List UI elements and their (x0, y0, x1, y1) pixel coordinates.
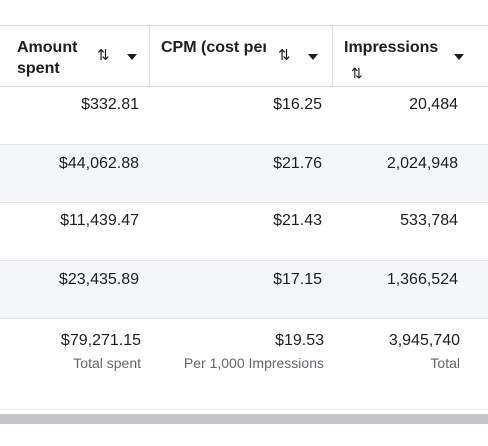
sort-arrows-icon[interactable]: ⇅ (278, 48, 291, 63)
total-amount-spent-label: Total spent (73, 355, 141, 372)
cpm-cell: $21.43 (273, 211, 322, 231)
table-bottom-divider (0, 409, 488, 410)
amount-spent-cell: $44,062.88 (59, 154, 139, 174)
table-row: $332.81 $16.25 20,484 (0, 87, 488, 145)
column-header-label: Amount spent (17, 37, 92, 79)
impressions-cell: 533,784 (400, 211, 458, 231)
total-impressions-label: Total (430, 355, 460, 372)
sort-arrows-icon[interactable]: ⇅ (351, 66, 363, 81)
total-cpm-label: Per 1,000 Impressions (184, 355, 324, 372)
amount-spent-cell: $23,435.89 (59, 270, 139, 290)
amount-spent-cell: $332.81 (81, 95, 139, 115)
table-header: Amount spent ⇅ CPM (cost per 1,000... ⇅ … (0, 25, 488, 87)
impressions-cell: 2,024,948 (387, 154, 458, 174)
table-row: $11,439.47 $21.43 533,784 (0, 203, 488, 261)
table-row: $23,435.89 $17.15 1,366,524 (0, 261, 488, 319)
table-row: $44,062.88 $21.76 2,024,948 (0, 145, 488, 203)
total-impressions: 3,945,740 (389, 331, 460, 351)
sort-arrows-icon[interactable]: ⇅ (97, 48, 110, 63)
totals-row: $79,271.15 Total spent $19.53 Per 1,000 … (0, 319, 488, 379)
column-header-label: Impressions (344, 37, 459, 58)
ads-metrics-table: Amount spent ⇅ CPM (cost per 1,000... ⇅ … (0, 25, 488, 379)
caret-down-icon[interactable] (127, 54, 137, 60)
horizontal-scrollbar[interactable] (0, 414, 488, 424)
total-cpm: $19.53 (275, 331, 324, 351)
amount-spent-cell: $11,439.47 (60, 211, 139, 231)
column-header-cpm[interactable]: CPM (cost per 1,000... ⇅ (150, 26, 333, 86)
caret-down-icon[interactable] (308, 54, 318, 60)
total-amount-spent: $79,271.15 (61, 331, 141, 351)
impressions-cell: 1,366,524 (387, 270, 458, 290)
cpm-cell: $21.76 (273, 154, 322, 174)
impressions-cell: 20,484 (409, 95, 458, 115)
column-header-impressions[interactable]: Impressions ⇅ (333, 26, 488, 86)
column-header-amount-spent[interactable]: Amount spent ⇅ (0, 26, 150, 86)
caret-down-icon[interactable] (454, 54, 464, 60)
cpm-cell: $17.15 (273, 270, 322, 290)
cpm-cell: $16.25 (273, 95, 322, 115)
column-header-label: CPM (cost per 1,000... (161, 37, 266, 58)
